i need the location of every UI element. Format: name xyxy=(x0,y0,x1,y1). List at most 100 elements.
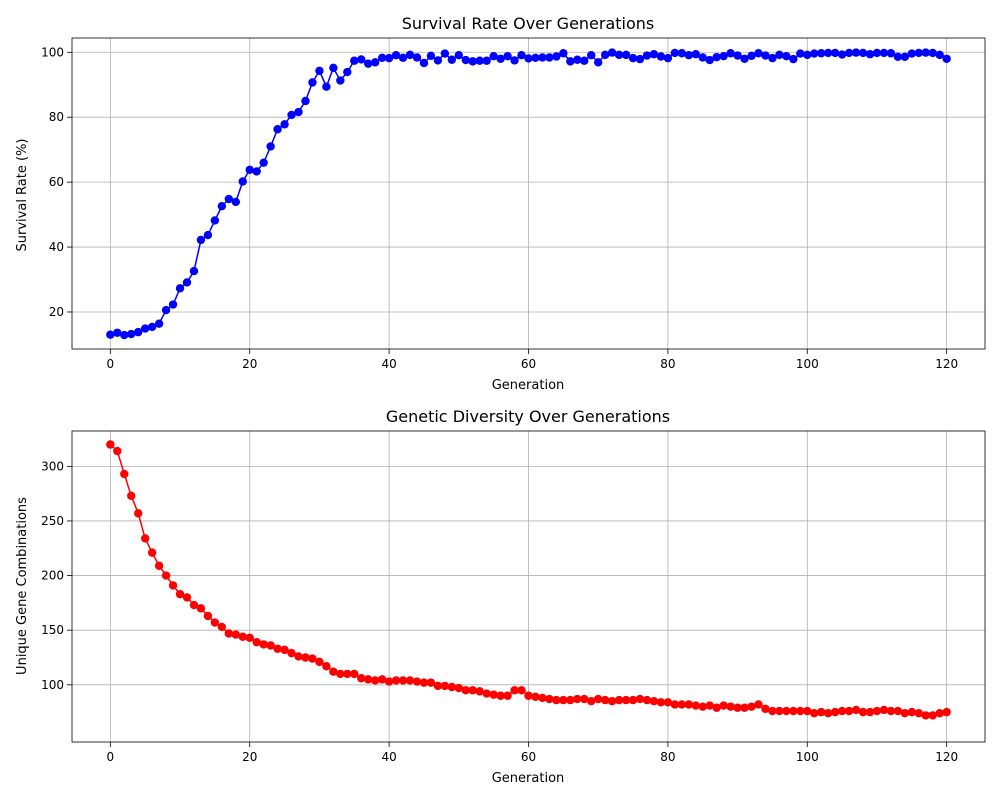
data-point xyxy=(503,51,512,61)
data-point xyxy=(907,49,917,58)
x-tick-label: 80 xyxy=(660,357,675,371)
data-point xyxy=(433,681,443,691)
data-point xyxy=(698,53,707,62)
data-point xyxy=(384,677,394,686)
data-point xyxy=(127,329,136,339)
data-point xyxy=(719,51,728,61)
data-point xyxy=(900,709,910,718)
data-point xyxy=(426,678,436,687)
data-point xyxy=(412,677,422,686)
y-tick-label: 100 xyxy=(41,45,64,59)
data-point xyxy=(872,48,882,58)
data-point xyxy=(273,125,282,134)
data-point xyxy=(559,695,568,705)
data-point xyxy=(545,694,554,704)
data-point xyxy=(405,50,415,60)
data-point xyxy=(768,53,777,63)
data-point xyxy=(287,648,296,658)
data-point xyxy=(308,78,317,87)
data-point xyxy=(712,52,721,62)
y-tick-label: 100 xyxy=(41,678,64,692)
data-point xyxy=(768,706,777,716)
data-point xyxy=(350,669,359,679)
x-tick-label: 60 xyxy=(521,357,536,371)
data-point xyxy=(614,50,624,60)
data-point xyxy=(196,604,206,613)
data-point xyxy=(266,641,275,650)
data-point xyxy=(684,51,693,60)
data-point xyxy=(517,51,526,60)
x-tick-label: 100 xyxy=(796,357,819,371)
data-point xyxy=(635,694,645,704)
x-tick-label: 20 xyxy=(242,750,257,764)
data-point xyxy=(524,54,533,63)
data-point xyxy=(761,51,770,60)
data-point xyxy=(823,709,833,718)
data-point xyxy=(851,705,861,715)
data-point xyxy=(168,300,178,309)
data-point xyxy=(803,706,812,716)
data-point xyxy=(823,48,833,58)
data-point xyxy=(461,686,470,695)
y-tick-label: 200 xyxy=(41,569,64,583)
data-point xyxy=(740,54,749,63)
data-point xyxy=(217,201,227,211)
data-point xyxy=(705,701,714,710)
x-tick-label: 0 xyxy=(107,750,115,764)
data-point xyxy=(573,55,582,64)
data-point xyxy=(113,328,122,337)
data-point xyxy=(907,707,917,717)
data-point xyxy=(837,50,847,59)
data-point xyxy=(844,48,854,58)
data-point xyxy=(580,694,589,704)
data-point xyxy=(628,695,638,705)
data-point xyxy=(391,51,401,60)
data-point xyxy=(224,194,234,204)
data-point xyxy=(301,653,310,662)
data-point xyxy=(468,57,477,66)
data-point xyxy=(161,571,171,580)
data-point xyxy=(566,57,575,66)
data-point xyxy=(900,52,910,62)
data-point xyxy=(810,709,819,718)
data-point xyxy=(120,330,129,340)
data-point xyxy=(315,66,324,75)
data-point xyxy=(531,692,540,702)
data-point xyxy=(287,110,296,120)
data-point xyxy=(531,53,540,63)
data-point xyxy=(893,52,903,62)
data-point xyxy=(830,707,840,717)
x-tick-label: 40 xyxy=(381,357,396,371)
data-point xyxy=(440,49,450,58)
data-point xyxy=(656,52,666,61)
x-tick-label: 60 xyxy=(521,750,536,764)
data-point xyxy=(440,681,450,691)
data-point xyxy=(552,695,561,705)
data-point xyxy=(928,711,937,720)
data-point xyxy=(573,694,582,704)
data-point xyxy=(496,691,505,700)
data-point xyxy=(322,662,331,671)
y-tick-label: 60 xyxy=(49,175,64,189)
data-point xyxy=(754,700,763,709)
data-point xyxy=(740,703,749,712)
data-point xyxy=(489,690,498,699)
data-point xyxy=(538,693,547,703)
data-point xyxy=(663,53,673,63)
data-point xyxy=(649,696,659,706)
y-tick-label: 150 xyxy=(41,623,64,637)
data-point xyxy=(391,676,401,685)
data-point xyxy=(552,52,561,61)
data-point xyxy=(357,674,366,683)
data-point xyxy=(294,107,303,117)
y-tick-label: 300 xyxy=(41,459,64,473)
data-point xyxy=(830,48,840,58)
data-point xyxy=(259,640,268,649)
data-point xyxy=(140,534,150,543)
data-point xyxy=(796,706,805,716)
data-point xyxy=(893,706,903,716)
data-point xyxy=(580,56,589,65)
data-point xyxy=(503,691,512,700)
data-point xyxy=(210,216,220,225)
chart-title: Survival Rate Over Generations xyxy=(402,14,655,33)
